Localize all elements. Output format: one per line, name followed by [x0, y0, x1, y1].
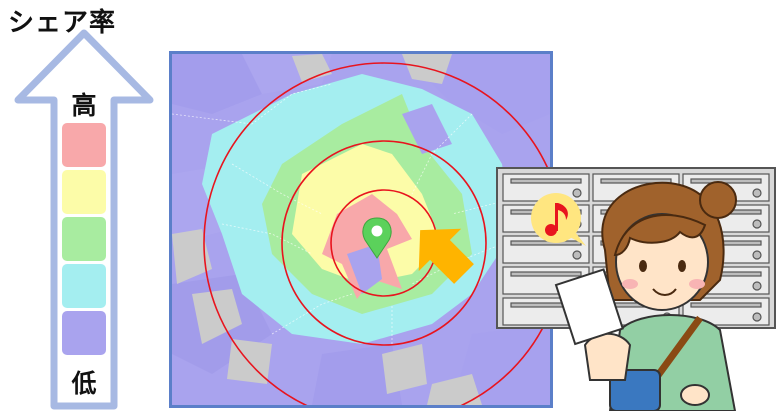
range-ring-outer: [203, 62, 550, 405]
no-data-region: [382, 344, 427, 394]
mailbox-door: [592, 173, 680, 202]
legend-low-label: 低: [71, 369, 97, 398]
mailbox-door: [592, 297, 680, 326]
pointer-arrow-icon: [418, 228, 474, 284]
mailbox-door: [682, 297, 770, 326]
pink-zone: [322, 194, 412, 299]
legend-swatch: [62, 217, 106, 261]
mailbox-door: [592, 235, 680, 264]
share-rate-map[interactable]: [169, 51, 553, 408]
mailbox-door: [682, 204, 770, 233]
range-ring-middle: [281, 140, 487, 346]
page-title: シェア率: [8, 8, 117, 38]
mailbox-door: [682, 266, 770, 295]
map-region: [452, 324, 550, 405]
no-data-region: [292, 54, 332, 82]
mailbox-door: [682, 173, 770, 202]
mailbox-door: [592, 266, 680, 295]
legend-swatch: [62, 264, 106, 308]
map-region: [347, 244, 382, 294]
share-rate-legend: [14, 29, 154, 410]
mailbox-door: [682, 235, 770, 264]
no-data-region: [192, 289, 242, 344]
map-region: [402, 104, 452, 154]
woman-figure: [554, 181, 737, 411]
legend-swatch: [62, 123, 106, 167]
no-data-region: [427, 374, 482, 405]
mailbox-door: [592, 204, 680, 233]
map-region: [312, 344, 402, 405]
flyer: [554, 268, 624, 346]
no-data-region: [172, 229, 212, 284]
legend-swatch: [62, 311, 106, 355]
map-pin-icon: [362, 217, 392, 259]
map-region: [172, 54, 262, 114]
legend-swatch: [62, 170, 106, 214]
legend-high-label: 高: [71, 91, 97, 120]
